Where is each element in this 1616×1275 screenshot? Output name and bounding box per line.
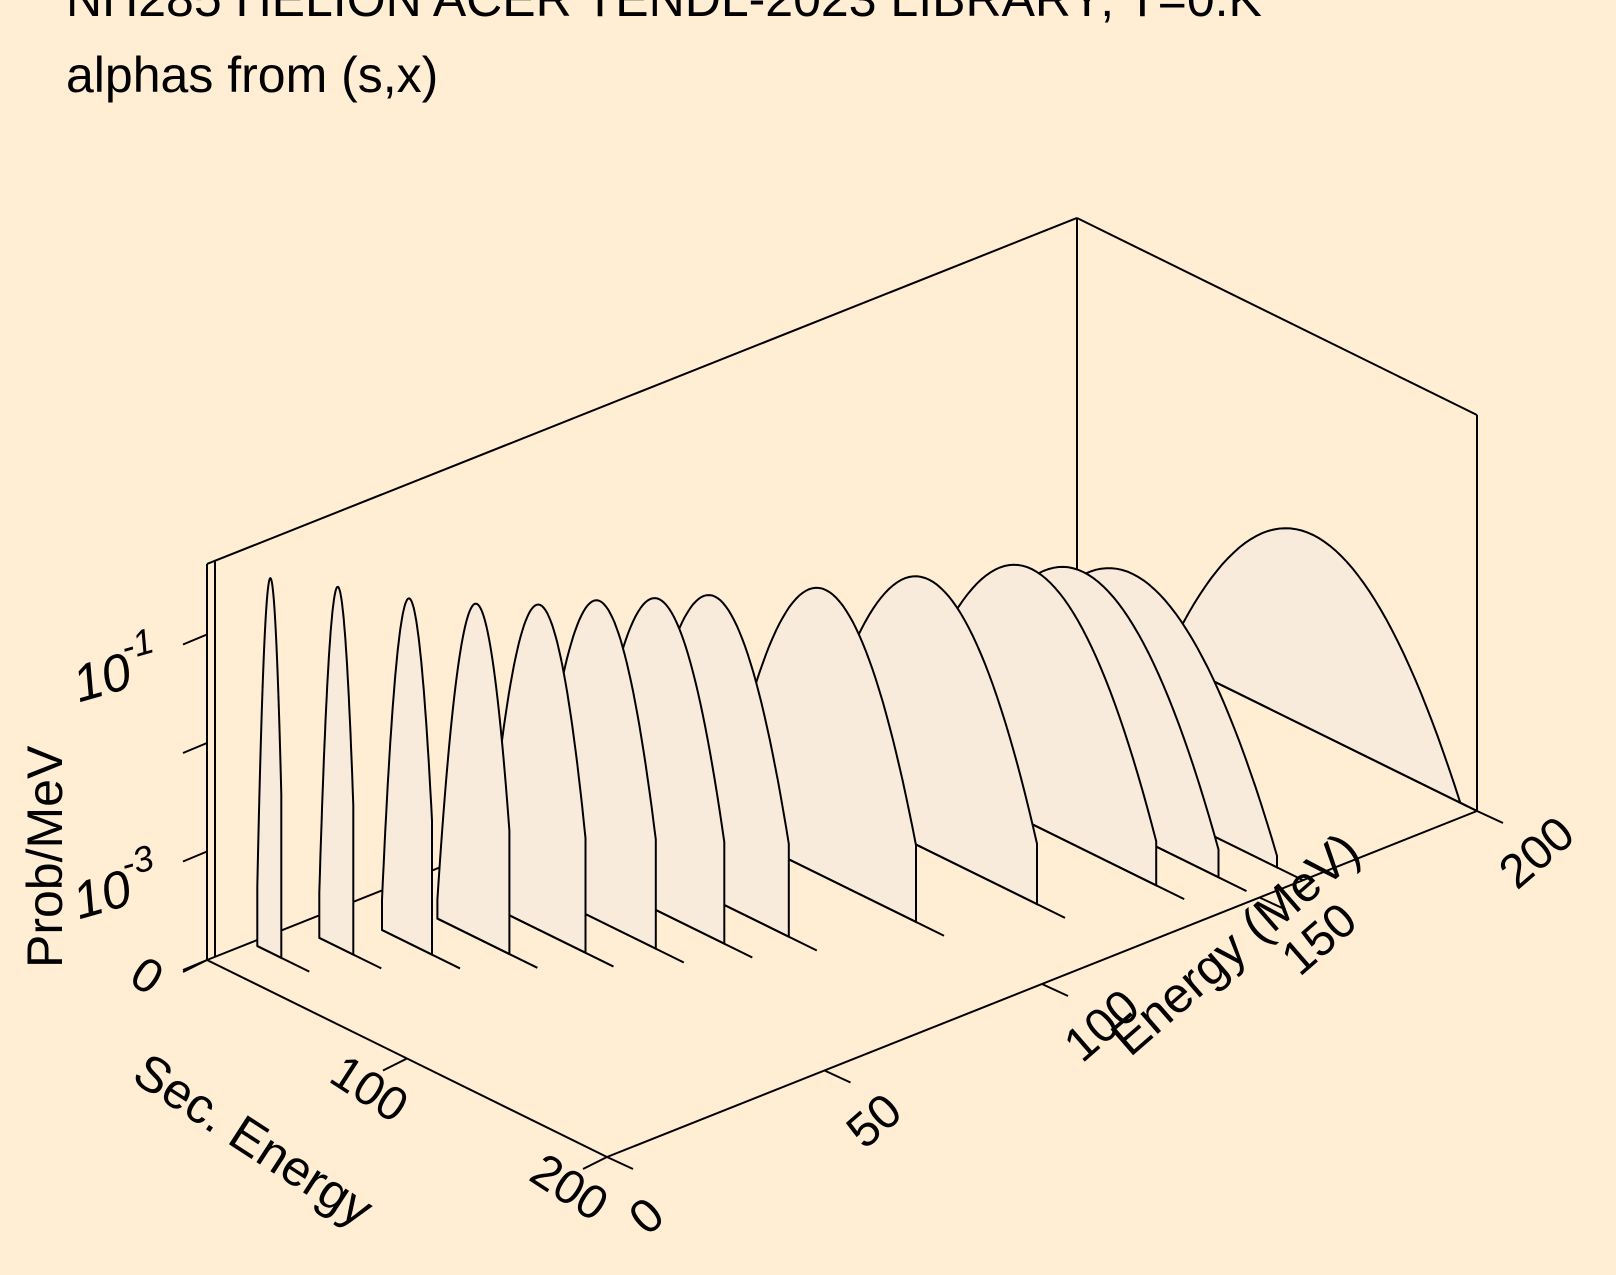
spectrum-curve-10 <box>256 577 283 960</box>
z-tick-mark--2 <box>182 742 208 754</box>
side-wall-top-edge <box>1076 217 1478 416</box>
chart-title-line1: NH285 HELION ACER TENDL-2023 LIBRARY; T=… <box>66 0 1262 27</box>
z-axis-label: Prob/MeV <box>17 745 73 968</box>
spectrum-curves <box>256 527 1478 973</box>
baseline-30 <box>381 929 461 970</box>
z-tick-mark--1 <box>182 633 208 646</box>
z-tick-mark--4 <box>182 959 208 971</box>
z-tick-mark--3 <box>182 850 208 863</box>
back-wall-top-edge <box>206 217 1078 565</box>
y-tick-label-50: 50 <box>837 1084 912 1159</box>
y-tick-mark-100 <box>1041 983 1069 997</box>
y-tick-mark-50 <box>824 1069 851 1084</box>
baseline-10 <box>256 945 310 973</box>
baseline-20 <box>318 936 382 970</box>
x-tick-label-100: 100 <box>321 1045 417 1133</box>
z-tick-label--1: 10-1 <box>66 620 158 714</box>
spectrum-curve-40 <box>436 602 511 956</box>
z-tick-label--3: 10-3 <box>66 837 158 931</box>
y-tick-mark-200 <box>1476 810 1504 824</box>
y-tick-label-0: 0 <box>619 1188 674 1246</box>
spectrum-curve-30 <box>381 597 433 957</box>
x-tick-mark-100 <box>382 1057 408 1072</box>
x-tick-label-200: 200 <box>521 1144 617 1232</box>
baseline-40 <box>436 917 538 969</box>
chart-title-line2: alphas from (s,x) <box>66 47 438 103</box>
x-tick-label-0: 0 <box>121 947 172 1006</box>
spectrum-curve-20 <box>318 585 355 957</box>
x-tick-mark-200 <box>582 1156 608 1170</box>
y-tick-mark-150 <box>1259 896 1286 911</box>
y-tick-mark-0 <box>606 1156 634 1170</box>
y-tick-label-200: 200 <box>1489 807 1584 900</box>
